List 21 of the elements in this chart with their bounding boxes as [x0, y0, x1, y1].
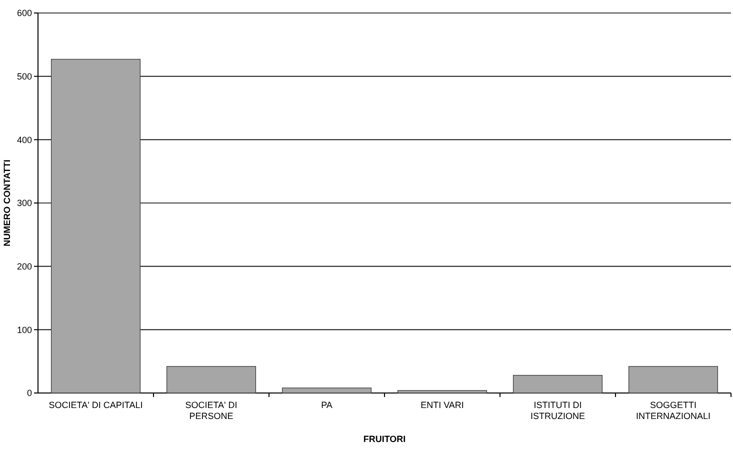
y-tick-label: 600: [16, 8, 32, 18]
bar: [628, 366, 718, 394]
bar: [166, 366, 256, 394]
x-tick-label: SOGGETTI INTERNAZIONALI: [636, 400, 711, 421]
x-tick-label: SOCIETA' DI CAPITALI: [48, 400, 143, 410]
y-axis-title: NUMERO CONTATTI: [2, 160, 12, 246]
x-tick-label: ENTI VARI: [420, 400, 464, 410]
x-tick-label: SOCIETA' DI PERSONE: [185, 400, 238, 421]
y-tick-label: 300: [16, 198, 32, 208]
x-tick-label: ISTITUTI DI ISTRUZIONE: [530, 400, 586, 421]
x-axis-title: FRUITORI: [363, 434, 406, 444]
bar: [50, 58, 141, 394]
y-tick-label: 500: [16, 71, 32, 82]
bar: [282, 388, 372, 394]
y-tick-label: 400: [16, 134, 32, 145]
y-tick-label: 100: [16, 324, 32, 335]
bar: [397, 390, 488, 394]
y-tick-label: 200: [16, 261, 32, 272]
y-tick-label: 0: [26, 388, 32, 398]
x-tick-label: PA: [321, 400, 332, 410]
bar: [512, 374, 603, 394]
